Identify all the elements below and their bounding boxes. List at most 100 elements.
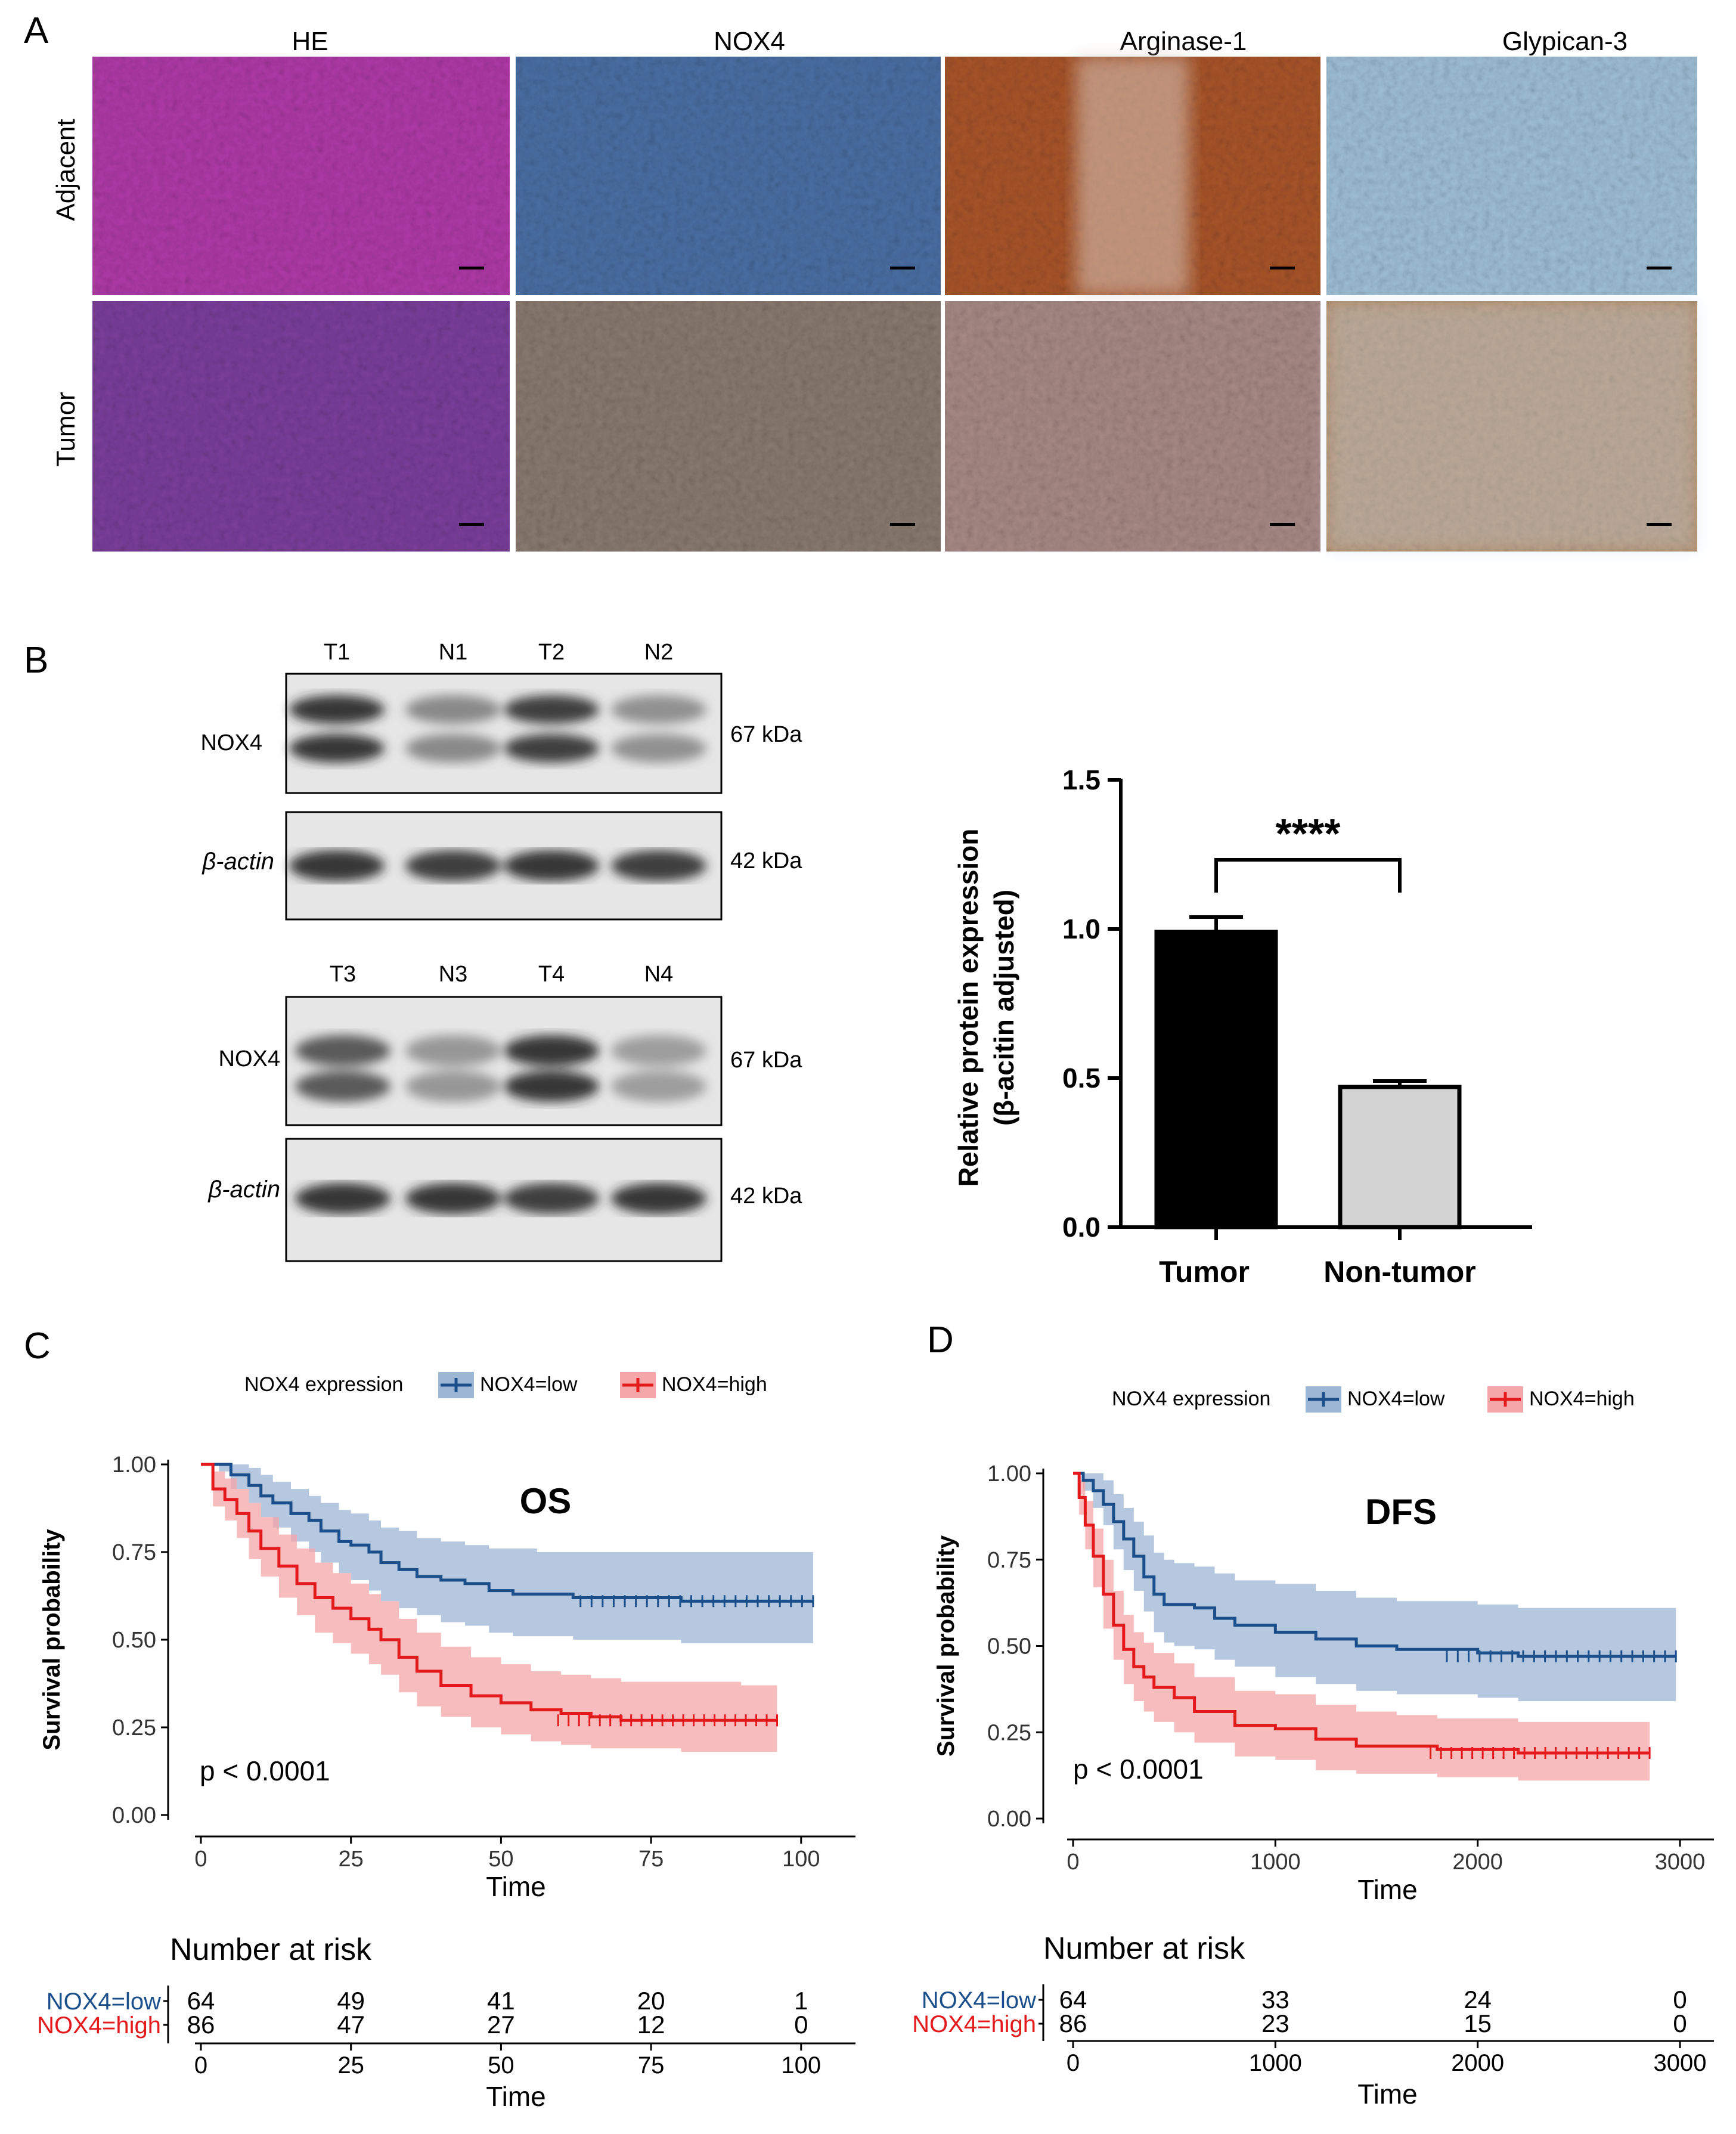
km-y-tick-label: 0.00 [112,1803,156,1828]
row-label-adjacent: Adjacent [51,119,80,221]
blot-2-membranes [285,996,723,1262]
km-x-tick-label: 1000 [1250,1850,1301,1875]
lane-label-n3: N3 [439,962,468,987]
bar-y-tick-label: 0.5 [1062,1063,1100,1094]
risk-count: 27 [487,2011,515,2039]
size-label-42: 42 kDa [730,848,802,874]
risk-x-tick-label: 0 [1067,2050,1080,2076]
km-x-tick-label: 0 [1067,1850,1079,1875]
km-x-tick-label: 100 [782,1847,820,1872]
km-curve-nox4-high [201,1463,777,1722]
km-ci-band [1073,1473,1676,1702]
bar-category-label: Non-tumor [1323,1255,1476,1289]
lane-label-t1: T1 [324,640,350,665]
risk-count: 1 [794,1987,808,2015]
legend-title: NOX4 expression [244,1373,403,1396]
panel-c-label: C [24,1325,51,1367]
risk-x-tick-label: 100 [781,2052,821,2079]
size-label-67: 67 kDa [730,1048,802,1073]
risk-table: Number at risk NOX4=low 64 49 41 20 1 NOX4=high… [37,1932,855,2112]
km-x-tick-label: 25 [339,1847,364,1872]
km-ci-band [1073,1473,1650,1781]
protein-label-nox4: NOX4 [219,1046,280,1071]
risk-count: 23 [1261,2009,1289,2037]
km-x-tick-label: 50 [488,1847,513,1872]
km-title: DFS [1365,1492,1437,1532]
lane-label-n4: N4 [644,962,674,987]
risk-count: 0 [1673,1986,1687,2014]
risk-row-label: NOX4=low [46,1989,161,2015]
panel-d-label: D [927,1320,954,1361]
micrograph-arginase-tumor [945,301,1320,552]
size-label-67: 67 kDa [730,722,802,747]
micrograph-nox4-tumor [516,301,941,552]
km-y-tick-label: 1.00 [987,1461,1031,1486]
protein-label-actin: β-actin [207,1176,280,1203]
km-x-tick-label: 2000 [1452,1850,1503,1875]
risk-count: 47 [337,2011,365,2039]
km-x-label: Time [486,1871,546,1902]
micrograph-he-adjacent [92,57,510,295]
km-x-tick-label: 0 [194,1847,207,1872]
km-pvalue: p < 0.0001 [200,1755,330,1786]
risk-x-tick-label: 1000 [1249,2050,1302,2076]
panel-b-label: B [24,640,48,681]
panel-a-label: A [24,10,49,51]
risk-count: 64 [187,1987,215,2015]
size-label-42: 42 kDa [730,1184,802,1209]
micrograph-glypican-tumor [1326,301,1697,552]
km-curve-nox4-high [1073,1472,1650,1755]
risk-count: 20 [637,1987,665,2015]
risk-count: 86 [1059,2009,1087,2037]
col-header-arginase: Arginase-1 [1120,27,1247,56]
risk-count: 33 [1261,1986,1289,2014]
legend-label: NOX4=low [480,1373,578,1396]
risk-x-tick-label: 0 [194,2052,207,2079]
km-curve-nox4-low [1073,1472,1676,1658]
risk-row-label: NOX4=high [37,2012,161,2039]
risk-row-label: NOX4=low [922,1987,1036,2014]
blot-membrane [285,673,723,794]
risk-x-tick-label: 3000 [1654,2050,1707,2076]
risk-x-tick-label: 75 [638,2052,665,2079]
km-y-tick-label: 0.75 [987,1548,1031,1573]
bar-non-tumor [1338,1085,1462,1229]
lane-label-n1: N1 [439,640,468,665]
lane-label-n2: N2 [644,640,674,665]
risk-count: 0 [1673,2009,1687,2037]
km-y-label: Survival probability [933,1535,959,1757]
legend-title: NOX4 expression [1112,1387,1270,1410]
row-label-tumor: Tumor [51,392,80,467]
km-y-tick-label: 0.25 [987,1720,1031,1745]
km-plot-dfs: NOX4 expression NOX4=low NOX4=highDFS0.000… [912,1386,1714,2110]
bar-y-tick-label: 1.5 [1062,764,1100,795]
risk-count: 49 [337,1987,365,2015]
km-y-tick-label: 0.75 [112,1540,156,1565]
risk-count: 64 [1059,1986,1087,2014]
km-y-tick-label: 1.00 [112,1452,156,1478]
km-pvalue: p < 0.0001 [1073,1754,1204,1785]
col-header-glypican: Glypican-3 [1502,27,1628,56]
protein-label-nox4: NOX4 [201,730,262,755]
bar-category-label: Tumor [1159,1255,1250,1289]
blot-membrane [285,996,723,1126]
bar-tumor [1154,930,1278,1229]
micrograph-arginase-adjacent [945,57,1320,295]
km-x-tick-label: 3000 [1655,1850,1706,1875]
legend-label: NOX4=low [1347,1387,1445,1410]
blot-membrane [285,1138,723,1262]
lane-label-t3: T3 [330,962,356,987]
significance-stars: **** [1276,810,1341,857]
lane-label-t2: T2 [538,640,565,665]
risk-x-tick-label: 2000 [1451,2050,1504,2076]
risk-table-title: Number at risk [1043,1931,1245,1966]
km-y-tick-label: 0.00 [987,1807,1031,1832]
risk-row-label: NOX4=high [912,2011,1036,2037]
micrograph-grid [92,57,1697,552]
risk-x-tick-label: 50 [488,2052,514,2079]
bar-y-label-line1: Relative protein expression [953,829,984,1187]
risk-table: Number at risk NOX4=low 64 33 24 0 NOX4=high 86… [912,1931,1714,2110]
km-legend: NOX4 expression NOX4=low NOX4=high [244,1372,767,1398]
blot-1-membranes [285,673,723,921]
